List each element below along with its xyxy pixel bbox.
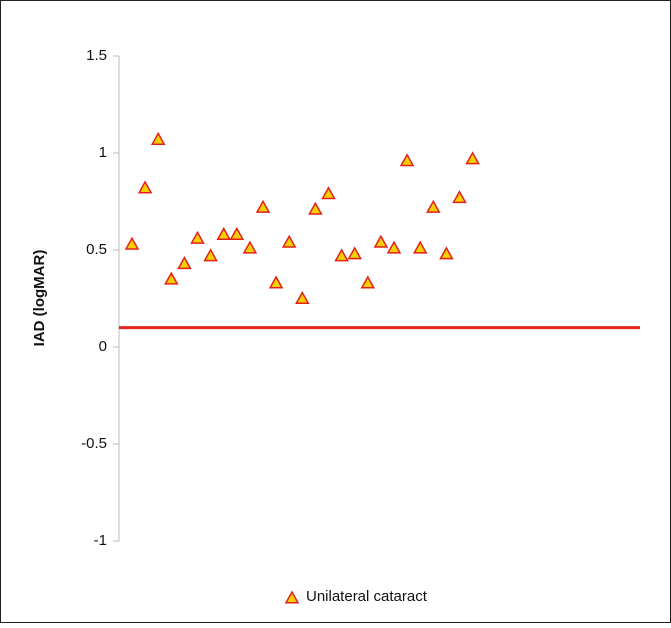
point bbox=[137, 180, 153, 194]
point bbox=[347, 246, 362, 260]
point bbox=[216, 226, 231, 241]
point bbox=[465, 151, 480, 165]
point bbox=[268, 275, 284, 289]
point bbox=[321, 186, 336, 200]
point bbox=[308, 201, 323, 215]
y-tick-label: -1 bbox=[94, 532, 107, 549]
point bbox=[334, 248, 349, 262]
legend-marker bbox=[284, 590, 300, 604]
point bbox=[452, 190, 467, 204]
point bbox=[164, 271, 179, 285]
point bbox=[190, 230, 205, 244]
point bbox=[177, 256, 192, 270]
point bbox=[399, 153, 415, 167]
point bbox=[373, 234, 389, 248]
y-axis-label: IAD (logMAR) bbox=[31, 250, 48, 347]
point bbox=[295, 290, 310, 305]
point bbox=[412, 240, 428, 254]
point bbox=[242, 240, 258, 254]
point bbox=[426, 199, 441, 213]
y-tick-label: -0.5 bbox=[81, 435, 107, 452]
y-tick-label: 0.5 bbox=[86, 241, 107, 258]
y-tick-label: 0 bbox=[99, 338, 107, 355]
point bbox=[439, 246, 454, 260]
legend-label: Unilateral cataract bbox=[306, 588, 428, 605]
point bbox=[150, 131, 166, 145]
y-tick-label: 1 bbox=[99, 144, 107, 161]
point bbox=[229, 226, 245, 241]
point bbox=[124, 236, 140, 250]
point bbox=[386, 240, 402, 254]
point bbox=[255, 199, 271, 213]
point bbox=[203, 248, 218, 262]
point bbox=[360, 275, 376, 289]
y-tick-label: 1.5 bbox=[86, 47, 107, 64]
point bbox=[281, 234, 297, 248]
